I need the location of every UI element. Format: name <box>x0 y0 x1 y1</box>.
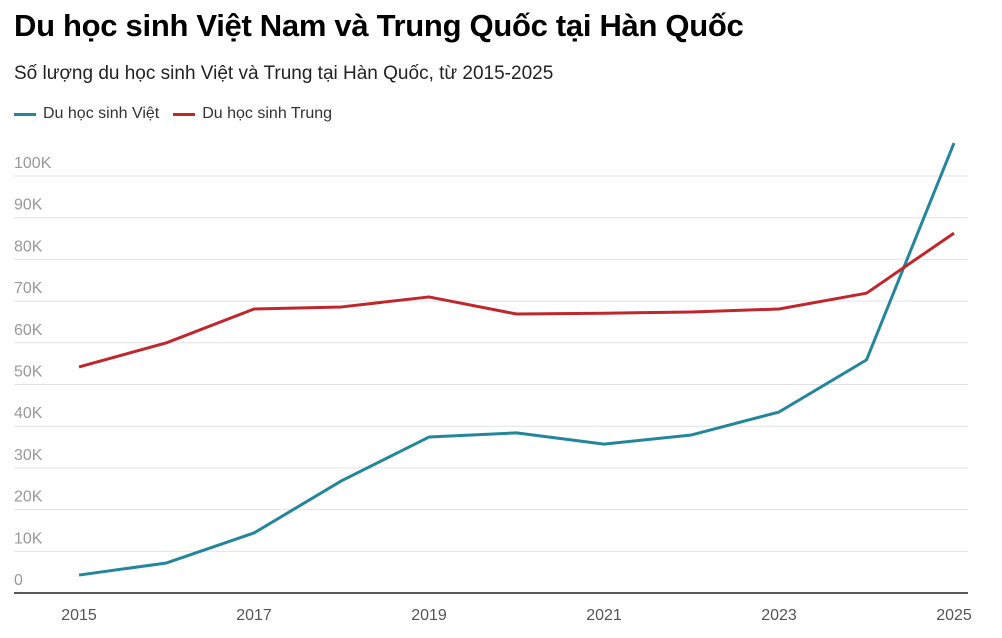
legend: Du học sinh Việt Du học sinh Trung <box>14 105 332 123</box>
x-tick-label: 2015 <box>61 607 97 624</box>
y-tick-label: 50K <box>14 364 43 381</box>
legend-label-viet: Du học sinh Việt <box>43 105 160 122</box>
x-tick-label: 2021 <box>586 607 622 624</box>
y-tick-label: 80K <box>14 238 43 255</box>
series-line-trung <box>78 231 955 369</box>
y-tick-label: 70K <box>14 280 43 297</box>
chart-title: Du học sinh Việt Nam và Trung Quốc tại H… <box>14 8 744 43</box>
legend-item-viet: Du học sinh Việt <box>14 105 159 123</box>
chart-subtitle: Số lượng du học sinh Việt và Trung tại H… <box>14 63 554 84</box>
y-tick-label: 40K <box>14 405 43 422</box>
y-tick-label: 20K <box>14 489 43 506</box>
x-tick-label: 2023 <box>761 607 797 624</box>
x-tick-label: 2025 <box>936 607 972 624</box>
x-tick-label: 2017 <box>236 607 272 624</box>
legend-label-trung: Du học sinh Trung <box>202 105 333 122</box>
series-line-viet <box>78 142 956 577</box>
legend-swatch-viet <box>14 112 36 116</box>
y-tick-label: 90K <box>14 197 43 214</box>
legend-swatch-trung <box>173 112 196 116</box>
y-tick-label: 0 <box>14 572 23 589</box>
y-tick-label: 60K <box>14 322 43 339</box>
y-tick-label: 100K <box>14 155 52 172</box>
y-tick-label: 30K <box>14 447 43 464</box>
legend-item-trung: Du học sinh Trung <box>173 105 332 123</box>
y-tick-label: 10K <box>14 530 43 547</box>
x-tick-label: 2019 <box>411 607 447 624</box>
